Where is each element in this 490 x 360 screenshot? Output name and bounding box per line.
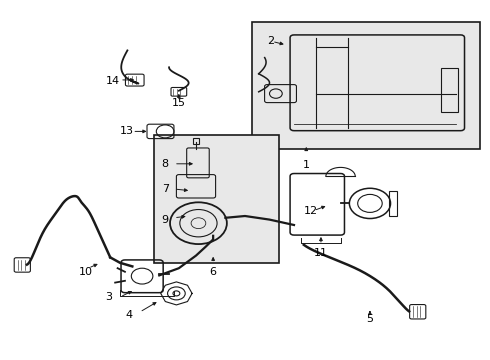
- Text: 13: 13: [120, 126, 134, 136]
- Text: 5: 5: [367, 314, 373, 324]
- Text: 15: 15: [172, 98, 186, 108]
- Text: 9: 9: [162, 215, 169, 225]
- Text: 10: 10: [79, 267, 93, 277]
- Text: 11: 11: [314, 248, 328, 258]
- Text: 12: 12: [304, 206, 318, 216]
- Bar: [154, 135, 279, 263]
- Bar: [252, 22, 480, 149]
- Text: 4: 4: [125, 310, 132, 320]
- Text: 3: 3: [105, 292, 112, 302]
- Text: 6: 6: [210, 267, 217, 277]
- Text: 1: 1: [303, 160, 310, 170]
- Text: 14: 14: [105, 76, 120, 86]
- Text: 2: 2: [267, 36, 274, 46]
- Text: 7: 7: [162, 184, 169, 194]
- Text: 8: 8: [162, 159, 169, 169]
